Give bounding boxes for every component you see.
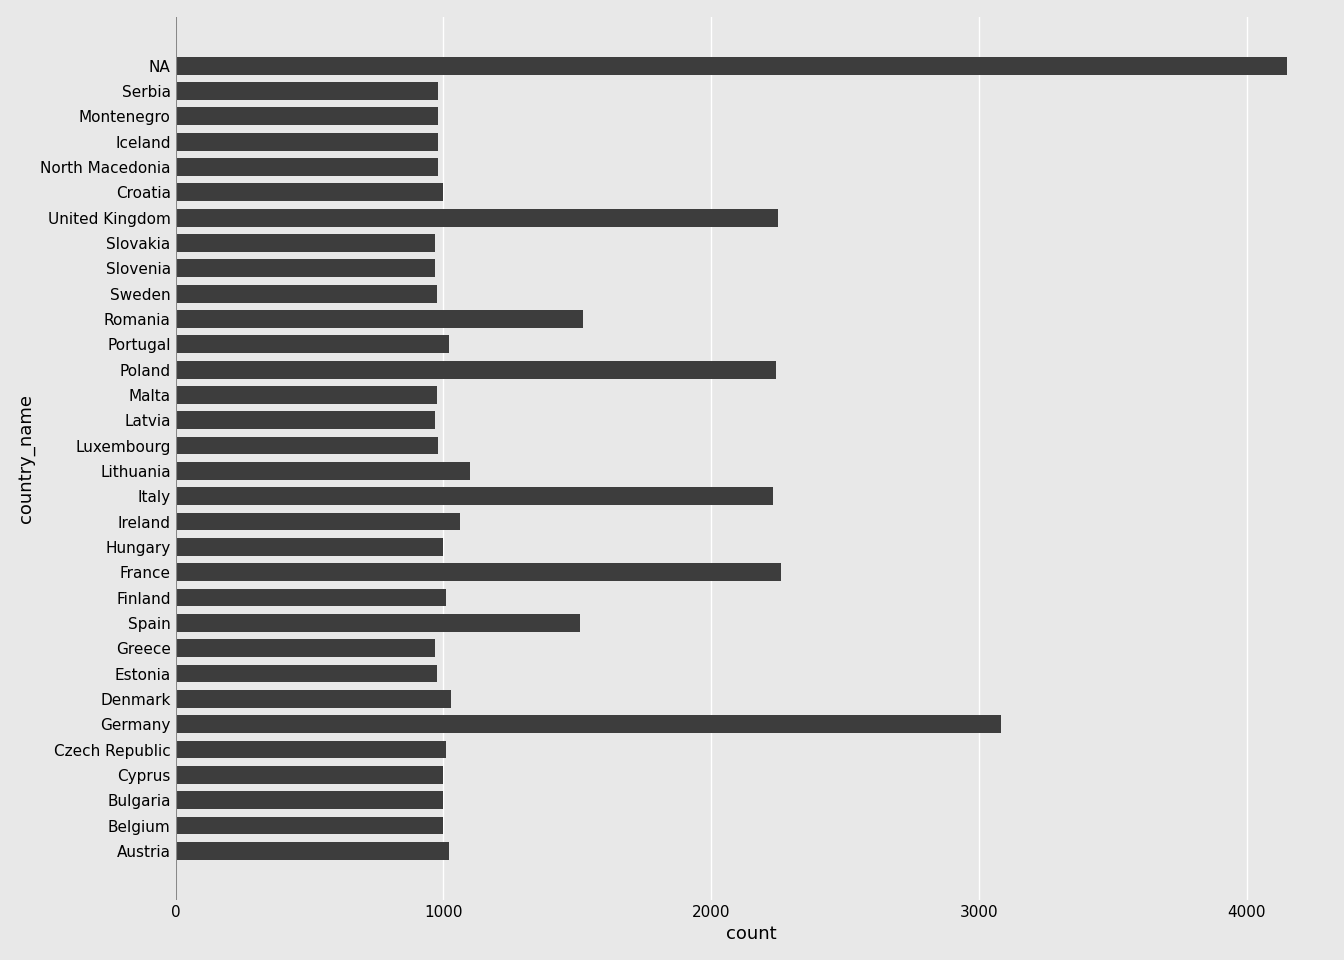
Bar (176, 108, 438, 125)
Bar (176, 83, 438, 100)
Bar (176, 690, 452, 708)
Bar (176, 208, 778, 227)
Y-axis label: country_name: country_name (16, 394, 35, 523)
X-axis label: count: count (726, 925, 777, 944)
Bar (176, 539, 444, 556)
Bar (176, 335, 449, 353)
Bar (176, 588, 446, 607)
Bar (176, 564, 781, 581)
Bar (176, 715, 1000, 733)
Bar (176, 614, 581, 632)
Bar (176, 183, 444, 202)
Bar (176, 817, 444, 834)
Bar (176, 234, 435, 252)
Bar (176, 639, 435, 658)
Bar (176, 158, 438, 176)
Bar (176, 285, 437, 302)
Bar (176, 741, 446, 758)
Bar (176, 664, 437, 683)
Bar (176, 386, 437, 404)
Bar (176, 513, 460, 531)
Bar (176, 310, 583, 328)
Bar (176, 488, 773, 505)
Bar (176, 791, 444, 809)
Bar (176, 259, 435, 277)
Bar (176, 437, 438, 454)
Bar (176, 462, 470, 480)
Bar (176, 361, 775, 378)
Bar (176, 842, 449, 860)
Bar (176, 132, 438, 151)
Bar (176, 57, 1288, 75)
Bar (176, 766, 444, 783)
Bar (176, 412, 435, 429)
